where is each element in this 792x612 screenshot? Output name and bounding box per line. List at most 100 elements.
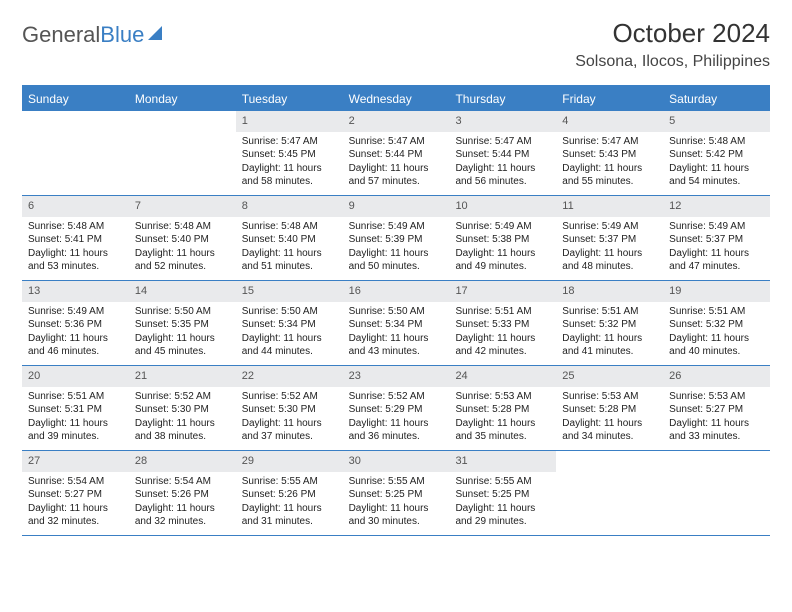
sunrise-text: Sunrise: 5:50 AM bbox=[242, 305, 337, 319]
day-body: Sunrise: 5:48 AMSunset: 5:42 PMDaylight:… bbox=[663, 132, 770, 195]
sunrise-text: Sunrise: 5:49 AM bbox=[669, 220, 764, 234]
sunrise-text: Sunrise: 5:52 AM bbox=[349, 390, 444, 404]
sunset-text: Sunset: 5:32 PM bbox=[669, 318, 764, 332]
day-number: 23 bbox=[343, 366, 450, 387]
calendar-day: 20Sunrise: 5:51 AMSunset: 5:31 PMDayligh… bbox=[22, 366, 129, 450]
sunset-text: Sunset: 5:34 PM bbox=[349, 318, 444, 332]
calendar-day: 14Sunrise: 5:50 AMSunset: 5:35 PMDayligh… bbox=[129, 281, 236, 365]
sunrise-text: Sunrise: 5:48 AM bbox=[135, 220, 230, 234]
col-saturday: Saturday bbox=[663, 87, 770, 111]
sunrise-text: Sunrise: 5:55 AM bbox=[349, 475, 444, 489]
daylight-text: Daylight: 11 hours and 38 minutes. bbox=[135, 417, 230, 444]
sunrise-text: Sunrise: 5:47 AM bbox=[562, 135, 657, 149]
daylight-text: Daylight: 11 hours and 34 minutes. bbox=[562, 417, 657, 444]
sunset-text: Sunset: 5:40 PM bbox=[135, 233, 230, 247]
calendar-week: 20Sunrise: 5:51 AMSunset: 5:31 PMDayligh… bbox=[22, 366, 770, 451]
month-title: October 2024 bbox=[575, 18, 770, 49]
day-body: Sunrise: 5:55 AMSunset: 5:26 PMDaylight:… bbox=[236, 472, 343, 535]
calendar-day: 29Sunrise: 5:55 AMSunset: 5:26 PMDayligh… bbox=[236, 451, 343, 535]
calendar-day: 24Sunrise: 5:53 AMSunset: 5:28 PMDayligh… bbox=[449, 366, 556, 450]
day-number: 1 bbox=[236, 111, 343, 132]
calendar: Sunday Monday Tuesday Wednesday Thursday… bbox=[22, 85, 770, 536]
calendar-day: 8Sunrise: 5:48 AMSunset: 5:40 PMDaylight… bbox=[236, 196, 343, 280]
calendar-day: 10Sunrise: 5:49 AMSunset: 5:38 PMDayligh… bbox=[449, 196, 556, 280]
sunrise-text: Sunrise: 5:53 AM bbox=[562, 390, 657, 404]
day-number: 15 bbox=[236, 281, 343, 302]
day-number: 14 bbox=[129, 281, 236, 302]
sunrise-text: Sunrise: 5:52 AM bbox=[242, 390, 337, 404]
daylight-text: Daylight: 11 hours and 44 minutes. bbox=[242, 332, 337, 359]
calendar-day: 1Sunrise: 5:47 AMSunset: 5:45 PMDaylight… bbox=[236, 111, 343, 195]
logo-word2: Blue bbox=[100, 22, 144, 47]
daylight-text: Daylight: 11 hours and 54 minutes. bbox=[669, 162, 764, 189]
sunset-text: Sunset: 5:41 PM bbox=[28, 233, 123, 247]
day-number: 16 bbox=[343, 281, 450, 302]
sunset-text: Sunset: 5:34 PM bbox=[242, 318, 337, 332]
daylight-text: Daylight: 11 hours and 51 minutes. bbox=[242, 247, 337, 274]
sunset-text: Sunset: 5:44 PM bbox=[349, 148, 444, 162]
sunrise-text: Sunrise: 5:48 AM bbox=[669, 135, 764, 149]
sunset-text: Sunset: 5:25 PM bbox=[349, 488, 444, 502]
sunset-text: Sunset: 5:36 PM bbox=[28, 318, 123, 332]
calendar-day: 7Sunrise: 5:48 AMSunset: 5:40 PMDaylight… bbox=[129, 196, 236, 280]
sunset-text: Sunset: 5:39 PM bbox=[349, 233, 444, 247]
day-number: 19 bbox=[663, 281, 770, 302]
day-body: Sunrise: 5:48 AMSunset: 5:41 PMDaylight:… bbox=[22, 217, 129, 280]
sunset-text: Sunset: 5:30 PM bbox=[135, 403, 230, 417]
sunset-text: Sunset: 5:27 PM bbox=[669, 403, 764, 417]
sunset-text: Sunset: 5:31 PM bbox=[28, 403, 123, 417]
sunrise-text: Sunrise: 5:54 AM bbox=[28, 475, 123, 489]
day-number: 5 bbox=[663, 111, 770, 132]
day-number: 6 bbox=[22, 196, 129, 217]
day-number: 20 bbox=[22, 366, 129, 387]
logo: GeneralBlue bbox=[22, 18, 162, 48]
day-body bbox=[556, 457, 663, 466]
day-body: Sunrise: 5:51 AMSunset: 5:31 PMDaylight:… bbox=[22, 387, 129, 450]
calendar-day: 12Sunrise: 5:49 AMSunset: 5:37 PMDayligh… bbox=[663, 196, 770, 280]
day-number: 3 bbox=[449, 111, 556, 132]
daylight-text: Daylight: 11 hours and 33 minutes. bbox=[669, 417, 764, 444]
day-body bbox=[129, 117, 236, 126]
logo-triangle-icon bbox=[148, 26, 162, 40]
day-number: 24 bbox=[449, 366, 556, 387]
day-body: Sunrise: 5:54 AMSunset: 5:26 PMDaylight:… bbox=[129, 472, 236, 535]
day-number: 29 bbox=[236, 451, 343, 472]
calendar-day: 11Sunrise: 5:49 AMSunset: 5:37 PMDayligh… bbox=[556, 196, 663, 280]
sunrise-text: Sunrise: 5:52 AM bbox=[135, 390, 230, 404]
sunrise-text: Sunrise: 5:51 AM bbox=[28, 390, 123, 404]
daylight-text: Daylight: 11 hours and 40 minutes. bbox=[669, 332, 764, 359]
daylight-text: Daylight: 11 hours and 56 minutes. bbox=[455, 162, 550, 189]
day-body: Sunrise: 5:50 AMSunset: 5:34 PMDaylight:… bbox=[343, 302, 450, 365]
day-number: 21 bbox=[129, 366, 236, 387]
calendar-day: 6Sunrise: 5:48 AMSunset: 5:41 PMDaylight… bbox=[22, 196, 129, 280]
location-subtitle: Solsona, Ilocos, Philippines bbox=[575, 53, 770, 71]
col-monday: Monday bbox=[129, 87, 236, 111]
sunset-text: Sunset: 5:27 PM bbox=[28, 488, 123, 502]
daylight-text: Daylight: 11 hours and 41 minutes. bbox=[562, 332, 657, 359]
sunset-text: Sunset: 5:44 PM bbox=[455, 148, 550, 162]
calendar-day: 9Sunrise: 5:49 AMSunset: 5:39 PMDaylight… bbox=[343, 196, 450, 280]
sunset-text: Sunset: 5:26 PM bbox=[242, 488, 337, 502]
calendar-day: 19Sunrise: 5:51 AMSunset: 5:32 PMDayligh… bbox=[663, 281, 770, 365]
day-body: Sunrise: 5:47 AMSunset: 5:43 PMDaylight:… bbox=[556, 132, 663, 195]
sunset-text: Sunset: 5:29 PM bbox=[349, 403, 444, 417]
day-number: 8 bbox=[236, 196, 343, 217]
sunrise-text: Sunrise: 5:51 AM bbox=[455, 305, 550, 319]
calendar-day bbox=[22, 111, 129, 195]
calendar-day: 31Sunrise: 5:55 AMSunset: 5:25 PMDayligh… bbox=[449, 451, 556, 535]
day-number: 22 bbox=[236, 366, 343, 387]
sunset-text: Sunset: 5:38 PM bbox=[455, 233, 550, 247]
daylight-text: Daylight: 11 hours and 46 minutes. bbox=[28, 332, 123, 359]
day-body: Sunrise: 5:49 AMSunset: 5:38 PMDaylight:… bbox=[449, 217, 556, 280]
sunrise-text: Sunrise: 5:47 AM bbox=[455, 135, 550, 149]
sunset-text: Sunset: 5:33 PM bbox=[455, 318, 550, 332]
day-number: 28 bbox=[129, 451, 236, 472]
calendar-day: 17Sunrise: 5:51 AMSunset: 5:33 PMDayligh… bbox=[449, 281, 556, 365]
title-block: October 2024 Solsona, Ilocos, Philippine… bbox=[575, 18, 770, 71]
day-number: 30 bbox=[343, 451, 450, 472]
sunrise-text: Sunrise: 5:49 AM bbox=[28, 305, 123, 319]
daylight-text: Daylight: 11 hours and 58 minutes. bbox=[242, 162, 337, 189]
day-body: Sunrise: 5:54 AMSunset: 5:27 PMDaylight:… bbox=[22, 472, 129, 535]
day-number: 12 bbox=[663, 196, 770, 217]
sunset-text: Sunset: 5:28 PM bbox=[562, 403, 657, 417]
